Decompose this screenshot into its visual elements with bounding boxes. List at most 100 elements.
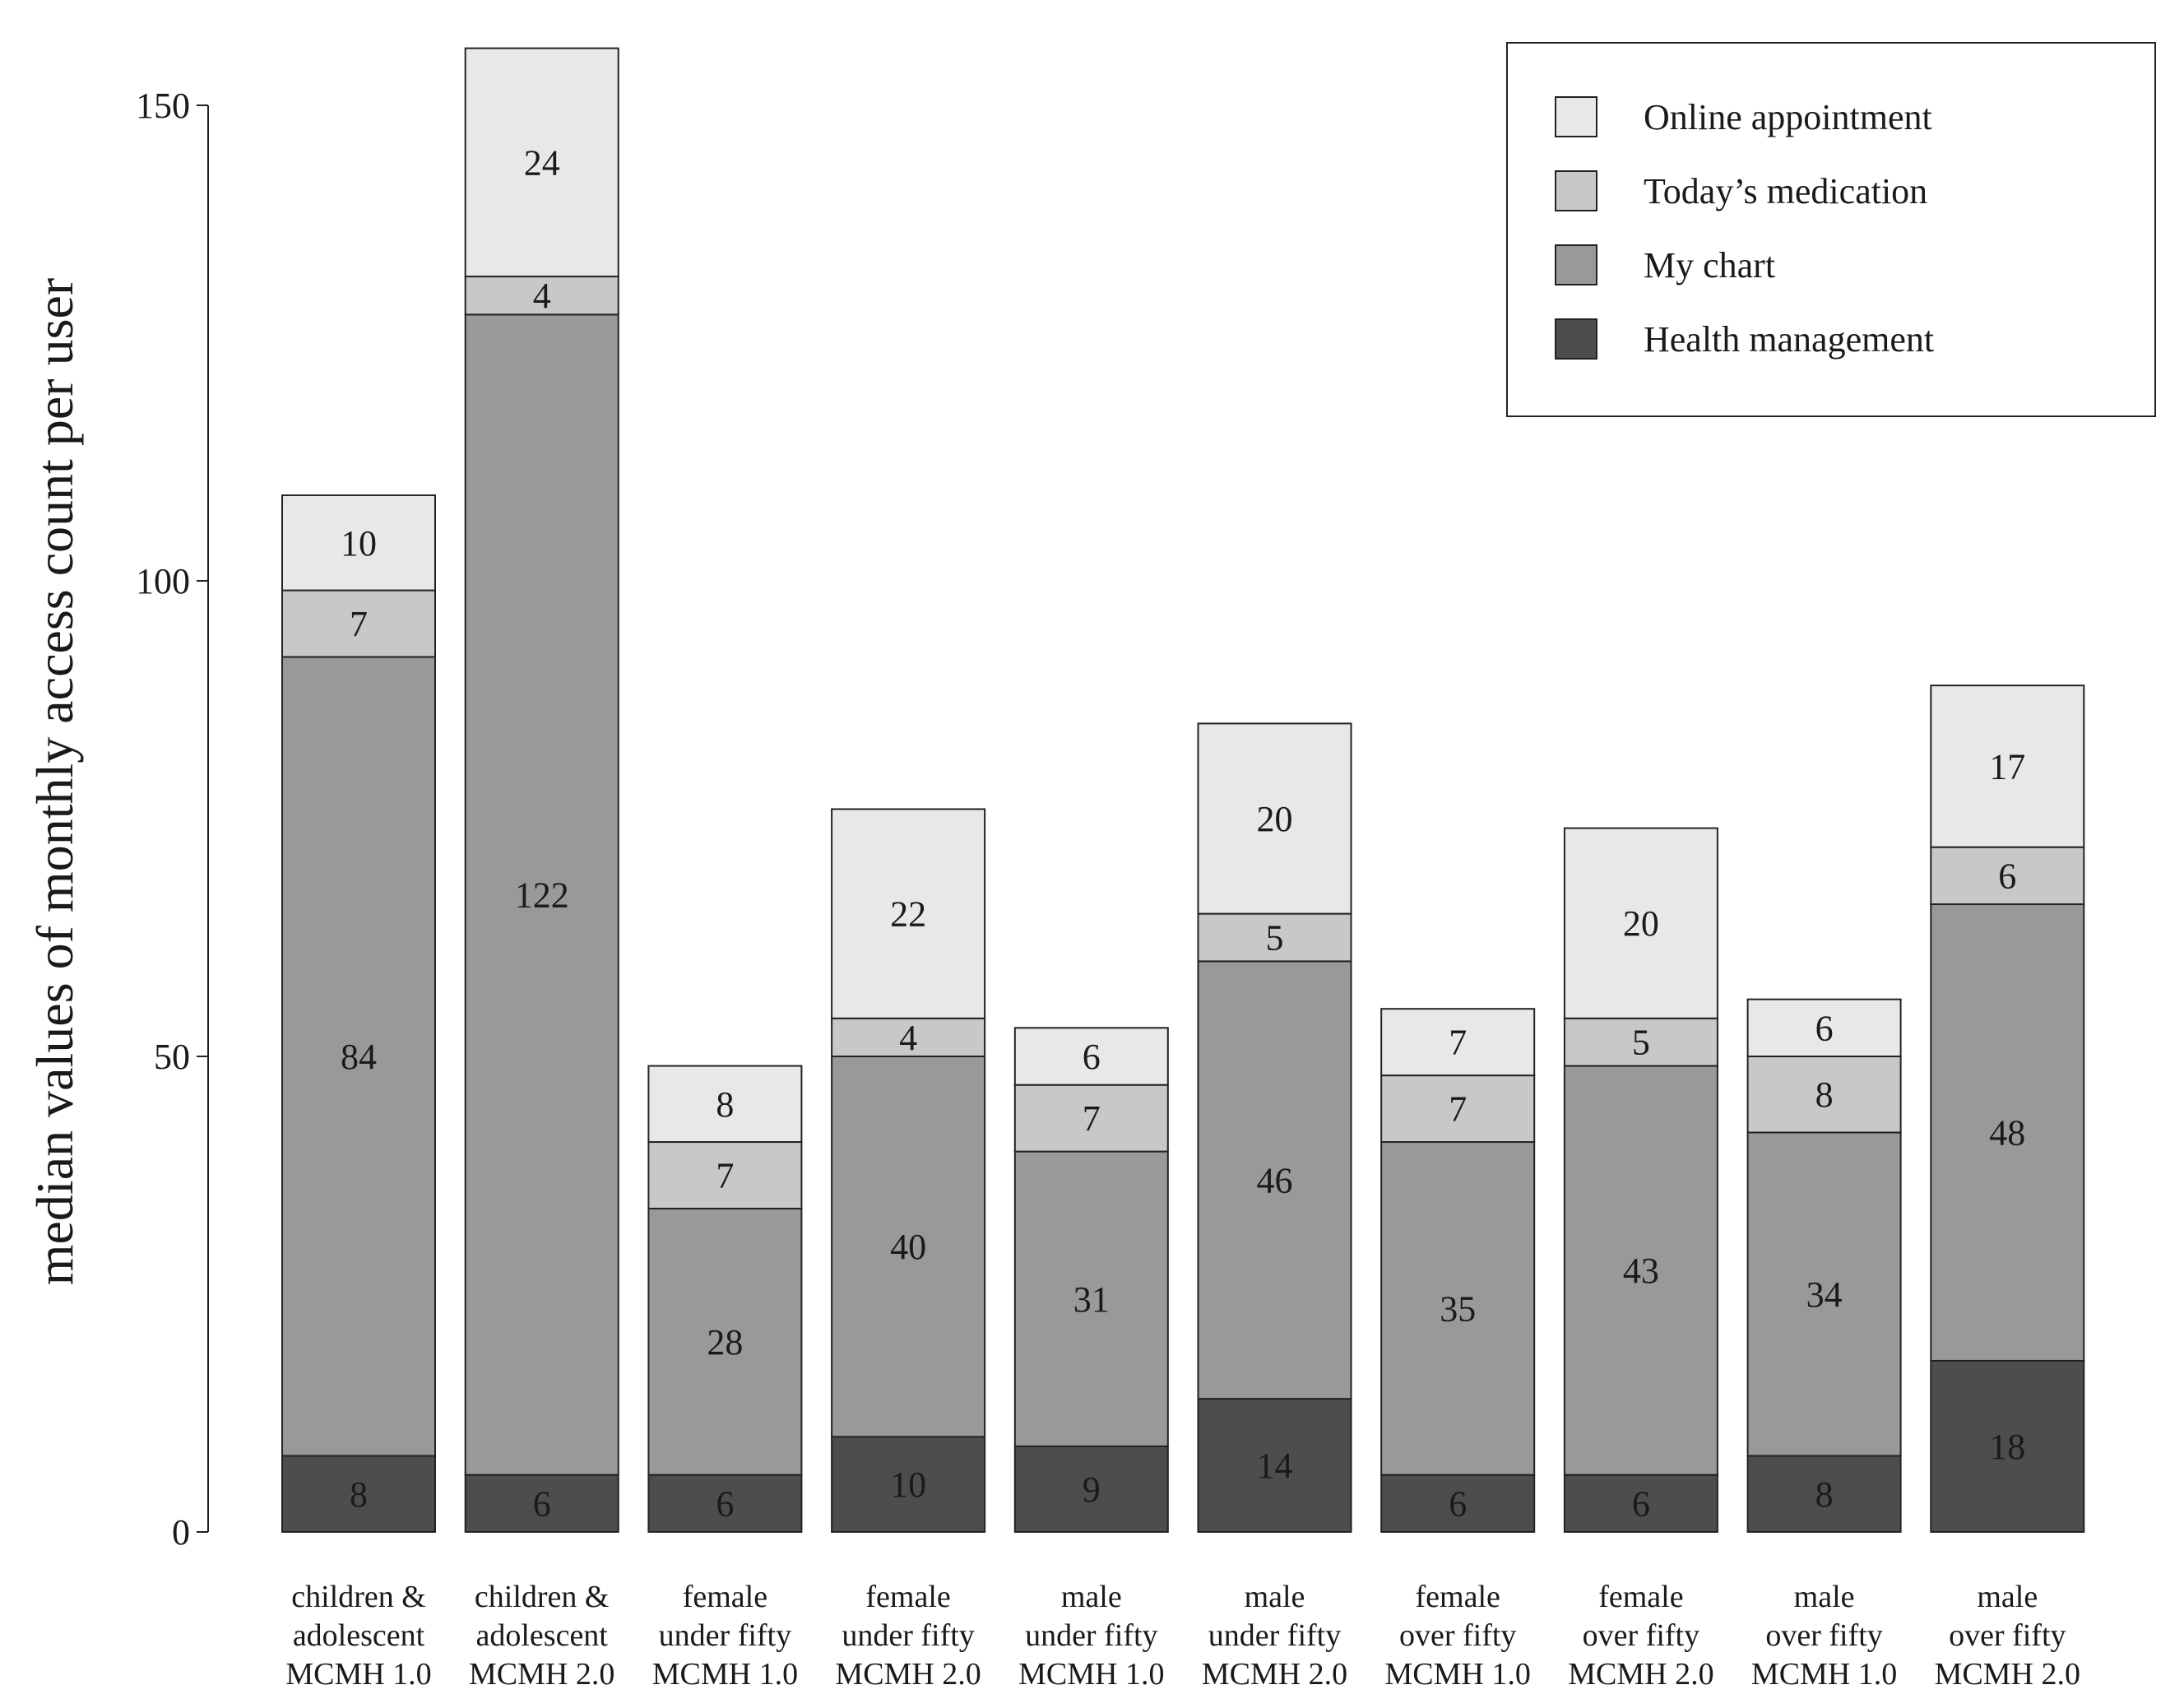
x-category-label: female [683, 1580, 767, 1614]
x-axis-labels: children & adolescent MCMH 1.0 children & ad… [285, 1580, 2080, 1692]
bar-segment [1013, 1150, 1169, 1447]
x-category-label: male [1061, 1580, 1122, 1614]
bar-segment [281, 494, 436, 592]
bar-value-label: 4 [533, 276, 551, 316]
bar-segment [1746, 1455, 1902, 1534]
bar-value-label: 7 [1449, 1023, 1467, 1063]
bar-value-label: 5 [1632, 1023, 1650, 1063]
x-category-label: male [1977, 1580, 2038, 1614]
legend: Online appointment Today’s medication My c… [1506, 42, 2156, 417]
bar-segment [1746, 1131, 1902, 1457]
legend-box [1506, 42, 2156, 417]
bar-segment [464, 1474, 619, 1534]
bar-value-label: 84 [341, 1037, 377, 1077]
bar-value-label: 6 [1449, 1483, 1467, 1524]
bar-value-label: 6 [1632, 1483, 1650, 1524]
bar-value-label: 10 [341, 523, 377, 564]
bar-segment [1380, 1141, 1536, 1476]
bar-value-label: 46 [1257, 1160, 1293, 1200]
bar-segment [647, 1065, 803, 1144]
x-category-label: female [1598, 1580, 1683, 1614]
x-category-label: MCMH 1.0 [652, 1657, 798, 1692]
bar-segment [1013, 1445, 1169, 1533]
x-category-label: MCMH 2.0 [1568, 1657, 1713, 1692]
x-category-label: female [1416, 1580, 1500, 1614]
legend-swatch [1555, 96, 1597, 137]
x-category-label: MCMH 2.0 [1202, 1657, 1347, 1692]
x-category-label: under fifty [1025, 1618, 1157, 1653]
bar-value-label: 122 [515, 875, 569, 915]
bar-value-label: 8 [350, 1474, 368, 1515]
x-category-label: over fifty [1583, 1618, 1699, 1653]
bar-value-label: 20 [1623, 903, 1659, 944]
bar-value-label: 6 [1998, 856, 2016, 896]
bar-segment [1930, 903, 2085, 1362]
x-category-label: MCMH 1.0 [285, 1657, 431, 1692]
bar-value-label: 10 [890, 1464, 926, 1505]
bar-segment [1563, 1065, 1718, 1476]
legend-label: Online appointment [1644, 97, 1932, 137]
bar-segment [647, 1141, 803, 1209]
bar-segment [1197, 960, 1352, 1400]
bar-value-label: 6 [1815, 1008, 1834, 1048]
bar-value-label: 5 [1266, 918, 1284, 958]
bar-value-label: 48 [1989, 1112, 2025, 1153]
bar-segment [1197, 912, 1352, 963]
bar-value-label: 7 [716, 1156, 734, 1196]
x-category-label: MCMH 2.0 [835, 1657, 981, 1692]
y-axis-label: median values of monthly access count pe… [26, 278, 84, 1286]
x-category-label: female [865, 1580, 950, 1614]
bar-segment [1380, 1008, 1536, 1077]
x-category-label: MCMH 1.0 [1751, 1657, 1897, 1692]
x-category-label: children & [475, 1580, 610, 1614]
legend-label: Today’s medication [1644, 171, 1927, 211]
x-category-label: adolescent [293, 1618, 425, 1653]
bar-value-label: 14 [1257, 1446, 1293, 1486]
x-category-label: over fifty [1399, 1618, 1516, 1653]
bar-value-label: 4 [899, 1018, 917, 1058]
bar-segment [281, 589, 436, 658]
bar-segment [1746, 998, 1902, 1058]
x-category-label: male [1245, 1580, 1305, 1614]
bar-value-label: 8 [1815, 1474, 1834, 1515]
y-tick-label: 150 [136, 86, 190, 126]
x-category-label: adolescent [476, 1618, 609, 1653]
bar-segment [1380, 1474, 1536, 1534]
bar-segment [464, 276, 619, 316]
bar-value-label: 28 [707, 1322, 743, 1362]
legend-swatch [1555, 244, 1597, 285]
bar-value-label: 20 [1257, 799, 1293, 839]
bar-segment [647, 1474, 803, 1534]
bar-segment [1013, 1084, 1169, 1153]
bar-value-label: 9 [1083, 1469, 1101, 1510]
bar-segment [464, 47, 619, 278]
bar-value-label: 7 [350, 604, 368, 644]
bar-value-label: 34 [1806, 1274, 1843, 1315]
bar-segment [1930, 1359, 2085, 1534]
legend-swatch [1555, 318, 1597, 360]
bar-segment [1013, 1027, 1169, 1086]
bars: 8 84 7 10 6 122 4 24 6 28 7 8 10 40 4 22 9 31 7 6 14 46 5 20 6 35… [281, 47, 2085, 1534]
x-category-label: under fifty [659, 1618, 791, 1653]
x-category-label: MCMH 1.0 [1018, 1657, 1164, 1692]
bar-segment [1563, 1017, 1718, 1067]
bar-value-label: 18 [1989, 1427, 2025, 1467]
bar-value-label: 35 [1440, 1288, 1476, 1329]
bar-value-label: 43 [1623, 1251, 1659, 1291]
legend-label: My chart [1644, 245, 1775, 285]
x-category-label: male [1794, 1580, 1855, 1614]
bar-value-label: 7 [1449, 1089, 1467, 1130]
y-tick-label: 50 [154, 1037, 190, 1077]
bar-value-label: 6 [533, 1483, 551, 1524]
bar-segment [1563, 1474, 1718, 1534]
x-category-label: over fifty [1949, 1618, 2066, 1653]
y-axis: 0 50 100 150 [136, 86, 209, 1553]
y-tick-label: 0 [172, 1512, 190, 1553]
x-category-label: MCMH 2.0 [469, 1657, 614, 1692]
bar-value-label: 40 [890, 1227, 926, 1267]
x-category-label: MCMH 1.0 [1385, 1657, 1531, 1692]
x-category-label: under fifty [842, 1618, 974, 1653]
bar-segment [1563, 827, 1718, 1019]
bar-value-label: 7 [1083, 1098, 1101, 1139]
